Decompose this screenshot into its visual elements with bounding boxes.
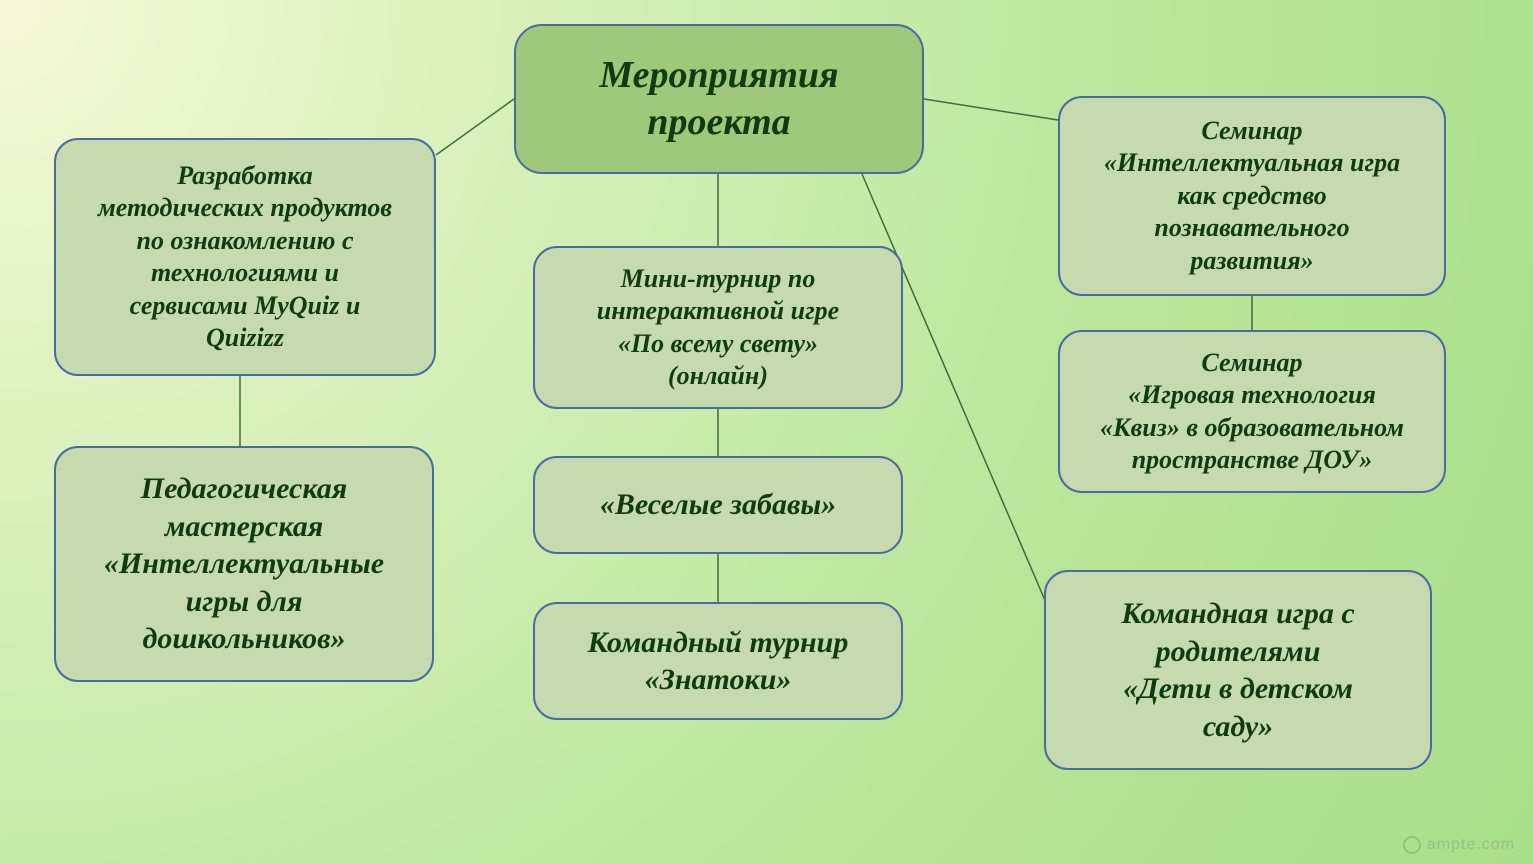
watermark-ring-icon <box>1403 836 1421 854</box>
node-mid-1: Мини-турнир по интерактивной игре «По вс… <box>533 246 903 409</box>
node-mid-3: Командный турнир «Знатоки» <box>533 602 903 720</box>
node-mid-3-label: Командный турнир «Знатоки» <box>588 624 849 699</box>
watermark-text: ampte.com <box>1427 836 1515 854</box>
watermark: ampte.com <box>1403 836 1515 854</box>
node-right-1: Семинар «Интеллектуальная игра как средс… <box>1058 96 1446 296</box>
node-left-1-label: Разработка методических продуктов по озн… <box>98 160 392 355</box>
node-right-1-label: Семинар «Интеллектуальная игра как средс… <box>1104 115 1400 278</box>
node-mid-2: «Веселые забавы» <box>533 456 903 554</box>
node-left-2: Педагогическая мастерская «Интеллектуаль… <box>54 446 434 682</box>
node-root: Мероприятия проекта <box>514 24 924 174</box>
node-right-3-label: Командная игра с родителями «Дети в детс… <box>1121 595 1354 745</box>
node-left-2-label: Педагогическая мастерская «Интеллектуаль… <box>104 470 384 658</box>
node-right-2: Семинар «Игровая технология «Квиз» в обр… <box>1058 330 1446 493</box>
node-root-label: Мероприятия проекта <box>599 52 838 147</box>
node-left-1: Разработка методических продуктов по озн… <box>54 138 436 376</box>
node-right-3: Командная игра с родителями «Дети в детс… <box>1044 570 1432 770</box>
node-right-2-label: Семинар «Игровая технология «Квиз» в обр… <box>1100 347 1404 477</box>
node-mid-1-label: Мини-турнир по интерактивной игре «По вс… <box>597 263 839 393</box>
node-mid-2-label: «Веселые забавы» <box>600 486 836 524</box>
